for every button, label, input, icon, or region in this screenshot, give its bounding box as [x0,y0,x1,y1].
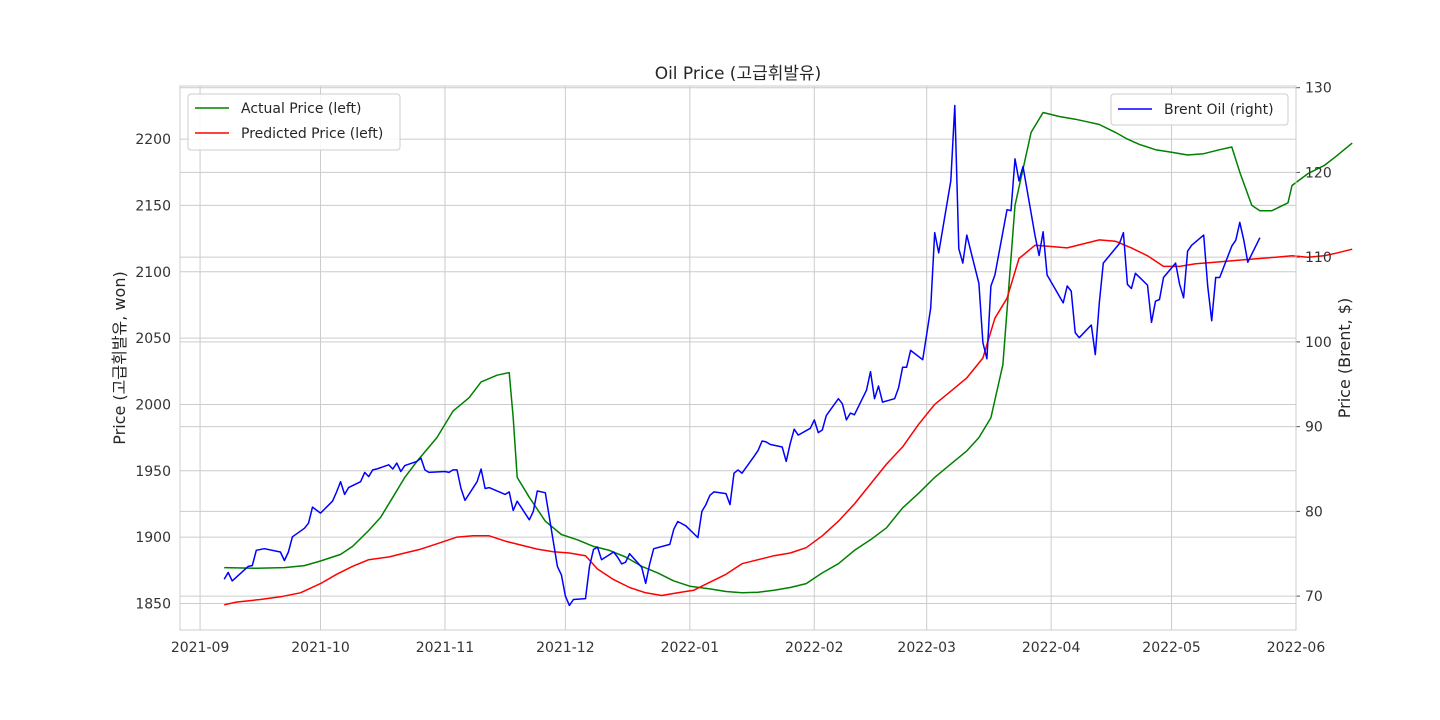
chart-title: Oil Price (고급휘발유) [655,64,822,84]
x-tick-label: 2022-03 [897,640,956,656]
plot-frame [179,85,1297,631]
legend-label-brent: Brent Oil (right) [1164,102,1274,118]
right-y-tick-label: 70 [1305,589,1323,605]
plot-area [180,86,1296,630]
right-y-tick-label: 130 [1305,81,1332,97]
right-y-tick-label: 120 [1305,165,1332,181]
x-tick-label: 2022-02 [785,640,844,656]
right-y-axis-title: Price (Brent, $) [1335,298,1354,418]
legend-label-predicted: Predicted Price (left) [241,126,383,142]
right-y-gridlines [180,87,1300,597]
right-y-tick-label: 90 [1305,420,1323,436]
series-lines [223,104,1353,607]
left-y-tick-label: 1850 [135,596,171,612]
legend-right-box [1110,93,1289,126]
legend-left: Actual Price (left) Predicted Price (lef… [187,93,401,151]
left-y-tick-labels: 1850 1900 1950 2000 2050 2100 2150 2200 [135,132,171,612]
legend-right: Brent Oil (right) [1110,93,1289,126]
x-tick-label: 2021-10 [291,640,350,656]
left-y-tick-label: 1900 [135,530,171,546]
legend-left-box [187,93,401,151]
right-y-tick-label: 100 [1305,335,1332,351]
left-y-tick-label: 2200 [135,132,171,148]
left-y-tick-label: 2000 [135,397,171,413]
left-y-axis-title: Price (고급휘발유, won) [110,271,129,444]
left-y-tick-label: 2050 [135,331,171,347]
x-tick-label: 2022-01 [661,640,720,656]
x-tick-label: 2021-12 [536,640,595,656]
series-line-brent-oil [223,104,1261,607]
x-tick-label: 2021-09 [171,640,230,656]
left-y-tick-label: 2150 [135,198,171,214]
series-line-actual-price [224,111,1353,594]
x-tick-label: 2022-06 [1267,640,1326,656]
left-y-tick-label: 1950 [135,464,171,480]
x-tick-labels: 2021-09 2021-10 2021-11 2021-12 2022-01 2022-… [171,640,1326,656]
right-y-tick-label: 80 [1305,504,1323,520]
x-tick-label: 2022-05 [1142,640,1201,656]
series-line-predicted-price [224,239,1353,606]
left-y-tick-label: 2100 [135,265,171,281]
x-tick-label: 2021-11 [416,640,475,656]
right-y-tick-labels: 70 80 90 100 110 120 130 [1305,81,1332,605]
x-tick-label: 2022-04 [1022,640,1081,656]
right-y-tick-label: 110 [1305,250,1332,266]
legend-label-actual: Actual Price (left) [241,101,362,117]
